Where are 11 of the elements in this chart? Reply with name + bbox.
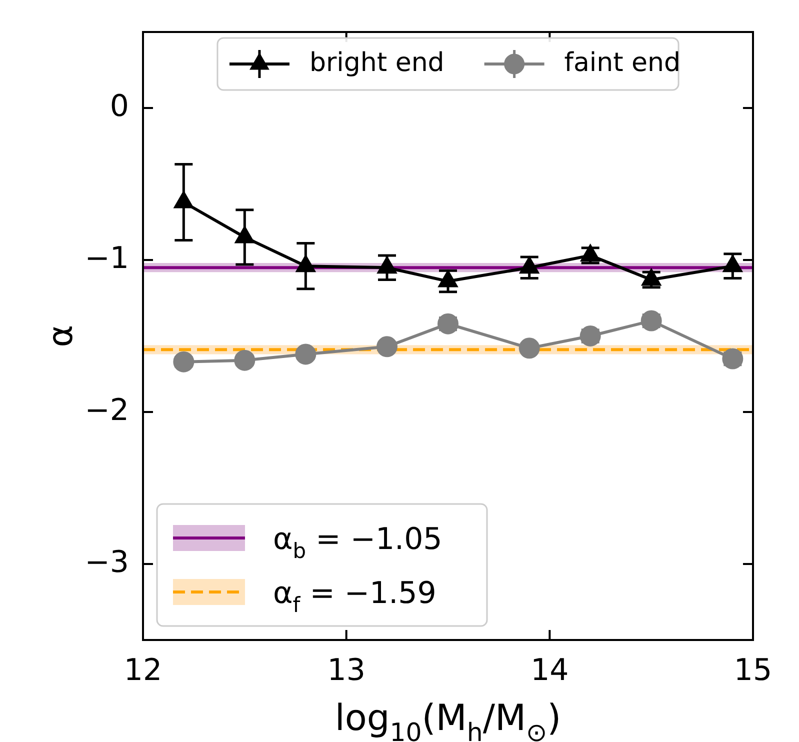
y-tick-label: −1	[84, 240, 129, 276]
x-tick-label: 15	[734, 652, 772, 688]
x-tick-label: 13	[327, 652, 366, 688]
y-tick-label: 0	[110, 88, 129, 124]
x-tick-label: 14	[530, 652, 569, 688]
legend-label: bright end	[309, 48, 444, 78]
y-tick-label: −2	[84, 392, 129, 428]
y-tick-label: −3	[84, 544, 129, 580]
y-axis-title: α	[41, 324, 81, 348]
legend-label: faint end	[564, 48, 681, 78]
x-tick-label: 12	[124, 652, 162, 688]
